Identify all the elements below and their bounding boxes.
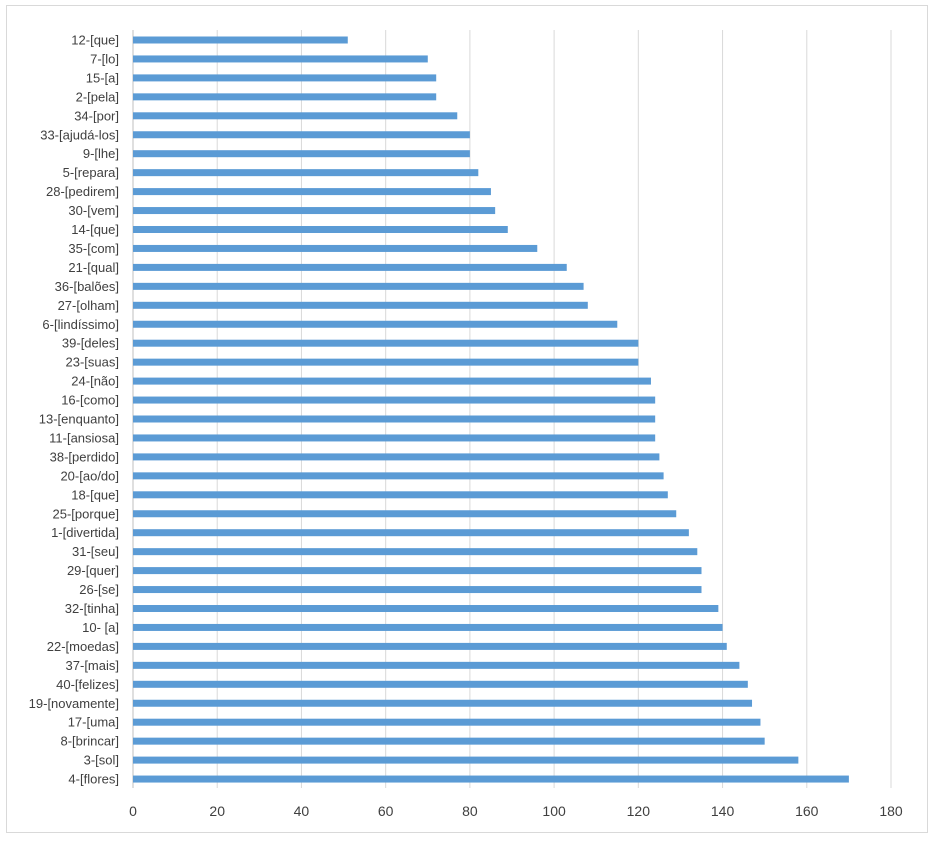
category-label: 2-[pela] bbox=[76, 89, 119, 104]
bars bbox=[133, 36, 849, 783]
category-label: 1-[divertida] bbox=[51, 525, 119, 540]
bar bbox=[133, 623, 723, 631]
category-label: 7-[lo] bbox=[90, 51, 119, 66]
bar bbox=[133, 586, 702, 594]
bar bbox=[133, 718, 761, 726]
bar bbox=[133, 169, 479, 177]
category-label: 29-[quer] bbox=[67, 563, 119, 578]
category-label: 27-[olham] bbox=[58, 298, 119, 313]
bar bbox=[133, 112, 458, 120]
bar bbox=[133, 358, 639, 366]
bar bbox=[133, 377, 651, 385]
category-label: 17-[uma] bbox=[68, 715, 119, 730]
bar bbox=[133, 320, 618, 328]
category-label: 14-[que] bbox=[71, 222, 119, 237]
category-label: 15-[a] bbox=[86, 70, 119, 85]
bar bbox=[133, 301, 588, 309]
category-label: 35-[com] bbox=[68, 241, 119, 256]
category-label: 18-[que] bbox=[71, 487, 119, 502]
category-label: 22-[moedas] bbox=[47, 639, 119, 654]
bar bbox=[133, 605, 719, 612]
bar bbox=[133, 453, 660, 461]
x-tick-label: 60 bbox=[378, 803, 394, 819]
x-tick-label: 0 bbox=[129, 803, 137, 819]
category-label: 33-[ajudá-los] bbox=[40, 127, 119, 142]
category-label: 23-[suas] bbox=[66, 355, 119, 370]
category-label: 10- [a] bbox=[82, 620, 119, 635]
bar bbox=[133, 510, 677, 518]
gridlines bbox=[132, 30, 892, 788]
bar bbox=[133, 150, 470, 158]
bar bbox=[133, 282, 584, 290]
bar bbox=[133, 661, 740, 669]
x-tick-label: 180 bbox=[879, 803, 903, 819]
x-tick-label: 160 bbox=[795, 803, 819, 819]
bar bbox=[133, 529, 689, 537]
category-label: 37-[mais] bbox=[66, 658, 119, 673]
category-label: 31-[seu] bbox=[72, 544, 119, 559]
bar bbox=[133, 567, 702, 575]
category-label: 38-[perdido] bbox=[50, 449, 119, 464]
bar bbox=[133, 680, 748, 688]
category-label: 26-[se] bbox=[79, 582, 119, 597]
bar bbox=[133, 339, 639, 347]
category-label: 39-[deles] bbox=[62, 336, 119, 351]
bar bbox=[133, 188, 491, 196]
x-tick-label: 120 bbox=[627, 803, 651, 819]
category-label: 24-[não] bbox=[71, 374, 119, 389]
category-label: 28-[pedirem] bbox=[46, 184, 119, 199]
category-label: 40-[felizes] bbox=[56, 677, 119, 692]
category-label: 12-[que] bbox=[71, 33, 119, 48]
category-label: 19-[novamente] bbox=[29, 696, 119, 711]
category-label: 13-[enquanto] bbox=[39, 412, 119, 427]
category-label: 36-[balões] bbox=[55, 279, 119, 294]
category-label: 25-[porque] bbox=[53, 506, 120, 521]
category-label: 11-[ansiosa] bbox=[49, 430, 119, 445]
bar bbox=[133, 244, 538, 252]
category-label: 9-[lhe] bbox=[83, 146, 119, 161]
bar bbox=[133, 226, 508, 233]
bar bbox=[133, 131, 470, 139]
bar bbox=[133, 756, 799, 764]
category-label: 8-[brincar] bbox=[60, 734, 119, 749]
bar bbox=[133, 36, 348, 44]
bar bbox=[133, 642, 727, 650]
bar bbox=[133, 396, 656, 404]
x-tick-label: 20 bbox=[209, 803, 225, 819]
x-tick-label: 100 bbox=[542, 803, 566, 819]
category-label: 30-[vem] bbox=[68, 203, 119, 218]
bar bbox=[133, 775, 849, 783]
bar bbox=[133, 548, 698, 556]
category-label: 5-[repara] bbox=[63, 165, 119, 180]
x-tick-label: 140 bbox=[711, 803, 735, 819]
category-label: 3-[sol] bbox=[84, 753, 119, 768]
category-labels: 12-[que] 7-[lo] 15-[a] 2-[pela] 34-[por] 33-[… bbox=[29, 33, 119, 787]
x-tick-label: 80 bbox=[462, 803, 478, 819]
bar bbox=[133, 737, 765, 745]
x-tick-label: 40 bbox=[294, 803, 310, 819]
bar bbox=[133, 55, 428, 63]
category-label: 20-[ao/do] bbox=[60, 468, 119, 483]
bar bbox=[133, 472, 664, 480]
category-label: 34-[por] bbox=[74, 108, 119, 123]
x-tick-labels: 0 20 40 60 80 100 120 140 160 180 bbox=[129, 803, 903, 819]
bar bbox=[133, 699, 753, 707]
bar bbox=[133, 74, 437, 82]
bar bbox=[133, 207, 496, 215]
category-label: 21-[qual] bbox=[68, 260, 119, 275]
bar bbox=[133, 93, 437, 101]
category-label: 16-[como] bbox=[61, 393, 119, 408]
bar bbox=[133, 434, 656, 442]
bar bbox=[133, 263, 567, 271]
bar bbox=[133, 491, 668, 499]
category-label: 4-[flores] bbox=[68, 772, 119, 787]
bar bbox=[133, 415, 656, 423]
category-label: 32-[tinha] bbox=[65, 601, 119, 616]
category-label: 6-[lindíssimo] bbox=[42, 317, 119, 332]
